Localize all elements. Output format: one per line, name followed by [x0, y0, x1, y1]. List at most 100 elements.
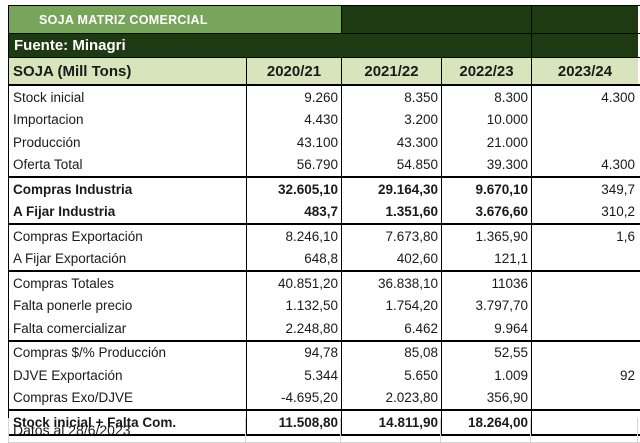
- cell-2022-23: 121,1: [441, 247, 531, 270]
- footer-row: Datos al 28/6/2023: [8, 418, 640, 443]
- cell-2023-24: [531, 317, 638, 340]
- row-label: Importacion: [13, 112, 84, 128]
- cell-2020-21: 43.100: [246, 131, 341, 154]
- cell-2021-22: 5.650: [341, 364, 441, 387]
- cell-2022-23: 3.676,60: [441, 200, 531, 223]
- cell-2021-22: 6.462: [341, 317, 441, 340]
- row-label: Compras Totales: [13, 275, 115, 291]
- row-label: Producción: [13, 134, 81, 150]
- footer-gridline-cell: [246, 418, 341, 442]
- footer-gridline-cell: [531, 418, 638, 442]
- cell-2022-23: 39.300: [441, 153, 531, 176]
- row-djve-exportacion: DJVE Exportación 5.344 5.650 1.009 92: [9, 364, 640, 387]
- row-importacion: Importacion 4.430 3.200 10.000: [9, 108, 640, 131]
- row-falta-ponerle-precio: Falta ponerle precio 1.132,50 1.754,20 3…: [9, 294, 640, 317]
- row-stock-inicial: Stock inicial 9.260 8.350 8.300 4.300: [9, 86, 640, 109]
- cell-2021-22: 7.673,80: [341, 225, 441, 248]
- cell-2020-21: 94,78: [246, 341, 341, 364]
- row-label: Compras Exportación: [13, 228, 143, 244]
- cell-2020-21: 32.605,10: [246, 178, 341, 201]
- row-a-fijar-exportacion: A Fijar Exportación 648,8 402,60 121,1: [9, 247, 640, 270]
- cell-2022-23: 9.964: [441, 317, 531, 340]
- source-bar: Fuente: Minagri: [9, 34, 640, 58]
- cell-2021-22: 29.164,30: [341, 178, 441, 201]
- row-label: Oferta Total: [13, 157, 83, 173]
- cell-2023-24: 92: [531, 364, 638, 387]
- group-exportacion: Compras Exportación 8.246,10 7.673,80 1.…: [9, 225, 640, 272]
- row-a-fijar-industria: A Fijar Industria 483,7 1.351,60 3.676,6…: [9, 200, 640, 223]
- cell-2023-24: [531, 272, 638, 295]
- cell-2023-24: 4.300: [531, 153, 638, 176]
- cell-2021-22: 3.200: [341, 108, 441, 131]
- cell-2023-24: [531, 341, 638, 364]
- title-bar-spacer-right: [531, 6, 638, 33]
- group-supply: Stock inicial 9.260 8.350 8.300 4.300 Im…: [9, 86, 640, 178]
- col-header-2023-24: 2023/24: [531, 58, 638, 84]
- cell-2021-22: 1.754,20: [341, 294, 441, 317]
- row-label: Compras Exo/DJVE: [13, 390, 134, 406]
- row-label: Falta ponerle precio: [13, 298, 133, 314]
- footer-gridline-cell: [341, 418, 441, 442]
- row-label: A Fijar Industria: [13, 204, 116, 220]
- cell-2023-24: 1,6: [531, 225, 638, 248]
- row-oferta-total: Oferta Total 56.790 54.850 39.300 4.300: [9, 153, 640, 176]
- title-bar-spacer-mid: [341, 6, 531, 33]
- cell-2020-21: 40.851,20: [246, 272, 341, 295]
- cell-2020-21: 8.246,10: [246, 225, 341, 248]
- row-falta-comercializar: Falta comercializar 2.248,80 6.462 9.964: [9, 317, 640, 340]
- cell-2023-24: 310,2: [531, 200, 638, 223]
- cell-2023-24: [531, 386, 638, 409]
- cell-2022-23: 18.264,00: [441, 411, 531, 434]
- cell-2021-22: 8.350: [341, 86, 441, 109]
- cell-2022-23: 8.300: [441, 86, 531, 109]
- cell-2020-21: -4.695,20: [246, 386, 341, 409]
- cell-2020-21: 2.248,80: [246, 317, 341, 340]
- title-bar: SOJA MATRIZ COMERCIAL: [9, 6, 640, 34]
- row-label: Stock inicial + Falta Com.: [13, 414, 177, 430]
- row-label: Falta comercializar: [13, 320, 127, 336]
- cell-2022-23: 1.009: [441, 364, 531, 387]
- cell-2021-22: 402,60: [341, 247, 441, 270]
- group-industria: Compras Industria 32.605,10 29.164,30 9.…: [9, 178, 640, 225]
- cell-2022-23: 52,55: [441, 341, 531, 364]
- cell-2023-24: [531, 411, 638, 434]
- row-label: Compras Industria: [13, 181, 133, 197]
- cell-2023-24: [531, 108, 638, 131]
- source-bar-spacer: [531, 34, 638, 57]
- source-label: Fuente: Minagri: [9, 34, 531, 57]
- cell-2023-24: [531, 247, 638, 270]
- row-compras-exportacion: Compras Exportación 8.246,10 7.673,80 1.…: [9, 225, 640, 248]
- cell-2020-21: 483,7: [246, 200, 341, 223]
- cell-2022-23: 356,90: [441, 386, 531, 409]
- cell-2021-22: 36.838,10: [341, 272, 441, 295]
- row-produccion: Producción 43.100 43.300 21.000: [9, 131, 640, 154]
- col-header-2020-21: 2020/21: [246, 58, 341, 84]
- cell-2020-21: 9.260: [246, 86, 341, 109]
- group-totales: Compras Totales 40.851,20 36.838,10 1103…: [9, 272, 640, 342]
- cell-2021-22: 43.300: [341, 131, 441, 154]
- cell-2022-23: 1.365,90: [441, 225, 531, 248]
- cell-2022-23: 10.000: [441, 108, 531, 131]
- row-stock-inicial-falta-com: Stock inicial + Falta Com. 11.508,80 14.…: [9, 411, 640, 434]
- cell-2022-23: 3.797,70: [441, 294, 531, 317]
- row-label: Compras $/% Producción: [13, 345, 167, 361]
- table-title: SOJA MATRIZ COMERCIAL: [9, 6, 341, 33]
- group-djve: Compras $/% Producción 94,78 85,08 52,55…: [9, 341, 640, 411]
- cell-2023-24: [531, 294, 638, 317]
- cell-2020-21: 11.508,80: [246, 411, 341, 434]
- row-label: DJVE Exportación: [13, 367, 123, 383]
- row-compras-totales: Compras Totales 40.851,20 36.838,10 1103…: [9, 272, 640, 295]
- row-label: A Fijar Exportación: [13, 251, 127, 267]
- cell-2022-23: 11036: [441, 272, 531, 295]
- cell-2020-21: 5.344: [246, 364, 341, 387]
- cell-2020-21: 56.790: [246, 153, 341, 176]
- cell-2022-23: 9.670,10: [441, 178, 531, 201]
- group-total: Stock inicial + Falta Com. 11.508,80 14.…: [9, 411, 640, 436]
- cell-2020-21: 4.430: [246, 108, 341, 131]
- cell-2022-23: 21.000: [441, 131, 531, 154]
- col-header-2021-22: 2021/22: [341, 58, 441, 84]
- cell-2021-22: 2.023,80: [341, 386, 441, 409]
- cell-2021-22: 54.850: [341, 153, 441, 176]
- row-compras-pct-produccion: Compras $/% Producción 94,78 85,08 52,55: [9, 341, 640, 364]
